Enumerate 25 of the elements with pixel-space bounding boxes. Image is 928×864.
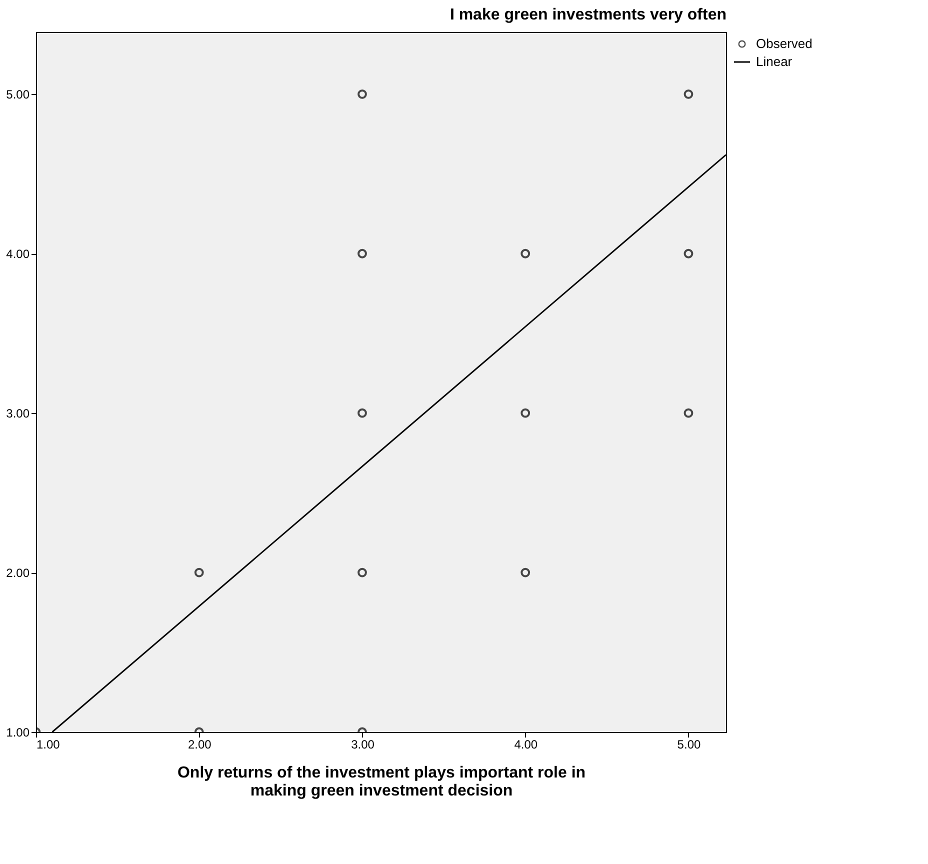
y-tick-label: 5.00 (6, 88, 30, 102)
legend-label: Linear (756, 54, 793, 69)
point (684, 408, 694, 418)
y-tick-label: 1.00 (6, 726, 30, 740)
x-tick-label: 3.00 (351, 738, 375, 752)
y-axis-title: I make green investments very often (450, 6, 726, 24)
point (358, 89, 367, 99)
point (684, 89, 694, 99)
y-tick-label: 2.00 (6, 566, 30, 580)
point (194, 568, 204, 578)
x-tick-label: 1.00 (36, 738, 60, 752)
point (358, 408, 367, 418)
legend-label: Observed (756, 36, 812, 51)
point (520, 248, 530, 258)
y-tick-label: 3.00 (6, 406, 30, 421)
x-tick-label: 2.00 (188, 738, 212, 752)
x-tick-label: 5.00 (677, 738, 701, 752)
point (358, 568, 367, 578)
point (520, 408, 530, 418)
y-tick-label: 4.00 (6, 247, 30, 262)
x-tick-label: 4.00 (514, 738, 538, 752)
point (684, 248, 694, 258)
x-axis-title: Only returns of the investment plays important role in making green investment decision (177, 764, 586, 800)
point (520, 568, 530, 578)
point (358, 248, 367, 258)
